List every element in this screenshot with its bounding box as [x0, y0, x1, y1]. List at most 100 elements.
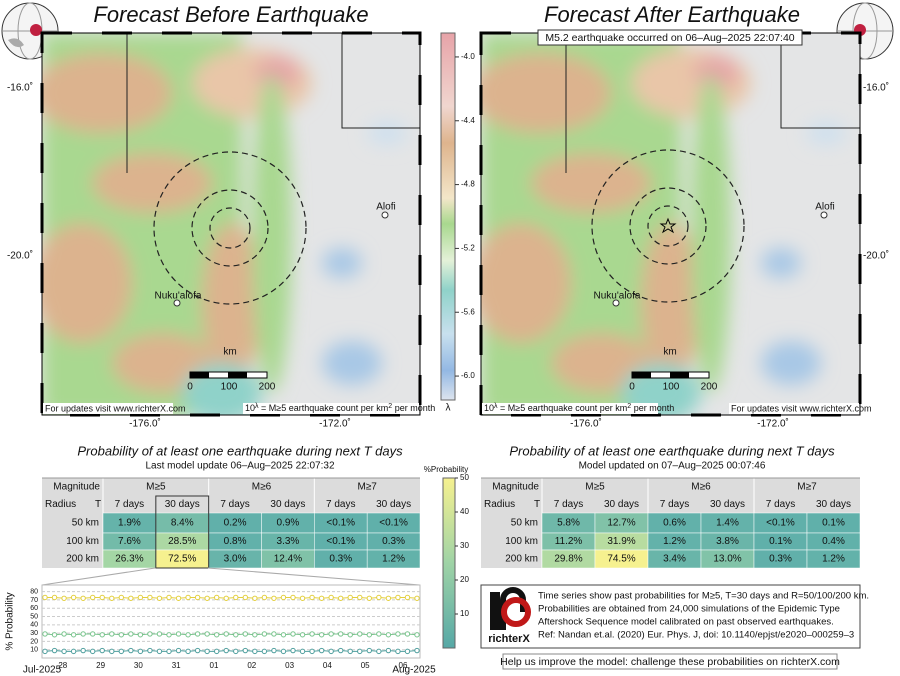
- series-line: [45, 596, 418, 599]
- point: [118, 594, 125, 601]
- row-header: [42, 513, 103, 568]
- point: [376, 631, 382, 637]
- header: Radius: [484, 499, 515, 510]
- point: [337, 647, 344, 654]
- point: [99, 594, 105, 601]
- place: Alofi: [376, 202, 395, 213]
- cell-text: 0.4%: [822, 536, 845, 547]
- logo: [490, 587, 531, 630]
- colorbar-tick-label: 10: [460, 609, 469, 618]
- point: [156, 631, 163, 637]
- header: 7 days: [660, 499, 689, 510]
- help-link[interactable]: Help us improve the model: challenge the…: [500, 656, 840, 668]
- x-tick-label: 04: [323, 661, 332, 670]
- map: [40, 31, 422, 417]
- table-header: [42, 478, 420, 513]
- point: [318, 595, 325, 601]
- point: [280, 648, 287, 655]
- scale-tick: 100: [663, 382, 680, 393]
- row-label: 200 km: [505, 554, 538, 565]
- info-line: Probabilities are obtained from 24,000 s…: [538, 604, 840, 615]
- point: [70, 648, 77, 655]
- cell-text: 3.4%: [663, 554, 686, 565]
- point: [233, 594, 239, 601]
- point: [213, 632, 220, 638]
- point: [337, 631, 344, 637]
- cell-text: 31.9%: [607, 536, 635, 547]
- colorbar-tick-label: 50: [460, 473, 469, 482]
- t: 2: [627, 403, 631, 410]
- point: [290, 594, 296, 601]
- footer-link: For updates visit www.richterX.com: [45, 403, 186, 413]
- point: [414, 595, 420, 601]
- point: [376, 594, 382, 601]
- point: [42, 631, 48, 637]
- row-header: [481, 513, 542, 568]
- point: [366, 595, 373, 601]
- point: [166, 648, 172, 655]
- point: [233, 632, 239, 638]
- y-tick-label: 40: [30, 622, 38, 629]
- point: [290, 647, 296, 654]
- cell-text: 12.7%: [607, 518, 635, 529]
- point: [137, 648, 144, 655]
- x-tick-label: 29: [96, 661, 105, 670]
- y-tick-label: 10: [30, 647, 38, 654]
- cell-text: 29.8%: [554, 554, 582, 565]
- map: [479, 29, 862, 417]
- point: [194, 631, 201, 637]
- colorbar: [440, 32, 456, 401]
- update: Model updated on 07–Aug–2025 00:07:46: [579, 461, 766, 472]
- header: 30 days: [604, 499, 639, 510]
- logo-text: richterX: [488, 633, 530, 645]
- row-label: 50 km: [511, 518, 538, 529]
- point: [223, 595, 229, 601]
- point: [89, 648, 96, 655]
- point: [337, 595, 344, 601]
- point: [109, 595, 115, 601]
- colorbar-tick-label: -4.8: [461, 180, 475, 189]
- point: [328, 594, 334, 601]
- lon-label: -172.0˚: [319, 418, 351, 430]
- point: [147, 594, 153, 601]
- point: [194, 647, 201, 654]
- point: [299, 632, 306, 638]
- cell-text: 3.0%: [224, 554, 247, 565]
- header: Magnitude: [492, 482, 539, 493]
- point: [109, 648, 115, 655]
- cell-text: 74.5%: [607, 554, 635, 565]
- point: [404, 648, 411, 655]
- point: [414, 632, 420, 638]
- x-tick-label: 02: [247, 661, 256, 670]
- point: [89, 594, 96, 601]
- point: [252, 595, 258, 601]
- point: [280, 594, 287, 601]
- month-label: Jul-2025: [23, 665, 62, 676]
- point: [385, 647, 392, 654]
- point: [223, 631, 229, 637]
- lon-label: -172.0˚: [757, 418, 789, 430]
- place: Nuku'alofa: [594, 291, 641, 302]
- cell-text: 72.5%: [168, 554, 196, 565]
- cell-text: 0.1%: [769, 536, 792, 547]
- update: Last model update 06–Aug–2025 22:07:32: [145, 461, 334, 472]
- lon-label: -176.0˚: [570, 418, 602, 430]
- cell-text: 0.6%: [663, 518, 686, 529]
- point: [252, 648, 258, 655]
- colorbar-label: λ: [446, 403, 451, 414]
- point: [242, 631, 249, 637]
- lat-label: -20.0˚: [7, 250, 33, 262]
- point: [51, 647, 58, 654]
- point: [109, 631, 115, 637]
- point: [147, 631, 153, 637]
- t: 10: [484, 403, 494, 413]
- row-label: 100 km: [66, 536, 99, 547]
- point: [404, 631, 411, 637]
- header: Magnitude: [53, 482, 100, 493]
- x-tick-label: 28: [58, 661, 67, 670]
- header: 7 days: [220, 499, 249, 510]
- row-label: 50 km: [72, 518, 99, 529]
- point: [166, 594, 172, 601]
- point: [80, 631, 86, 637]
